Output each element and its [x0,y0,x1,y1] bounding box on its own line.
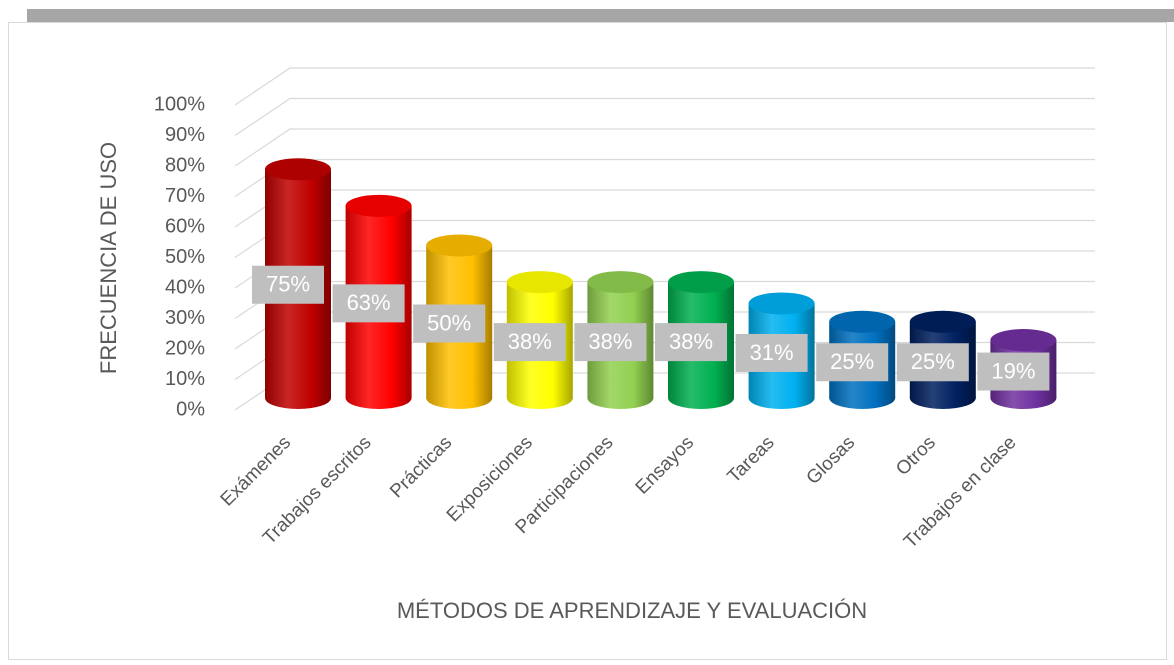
value-label-box [735,333,808,372]
bar-top [909,310,976,333]
value-label: 31% [750,340,794,365]
bar-top [587,271,654,294]
value-label: 63% [347,290,391,315]
bar-top [748,292,815,315]
grid-line [234,128,1095,167]
grid-line [234,67,1095,106]
value-label: 38% [508,329,552,354]
bar-top [506,271,573,294]
value-label-box [655,323,727,362]
y-tick-label: 40% [165,276,205,298]
y-tick-label: 90% [165,124,205,146]
y-tick-label: 0% [176,398,205,420]
top-bar [27,9,1174,22]
y-tick-label: 80% [165,154,205,176]
value-label: 38% [588,329,632,354]
value-label: 25% [830,349,874,374]
value-label-box [332,284,405,323]
y-tick-label: 50% [165,246,205,268]
bar-top [265,158,331,181]
y-tick-label: 60% [165,215,205,237]
value-label-box [252,265,324,304]
bar-top [668,271,734,294]
bar-top [345,194,412,217]
value-label-box [574,323,647,362]
y-tick-label: 30% [165,307,205,329]
value-label-box [896,343,969,382]
bar-top [990,329,1057,352]
value-label-box [413,304,486,343]
value-label: 19% [991,358,1035,383]
bar-top [426,234,493,257]
value-label-box [493,323,566,362]
bar-top [829,310,896,333]
value-label: 75% [266,272,310,297]
y-tick-label: 70% [165,185,205,207]
y-axis-title: FRECUENCIA DE USO [96,142,121,374]
y-tick-label: 100% [154,93,205,115]
value-label: 25% [911,349,955,374]
y-tick-label: 10% [165,368,205,390]
value-label-box [816,343,889,382]
x-axis-title: MÉTODOS DE APRENDIZAJE Y EVALUACIÓN [397,598,867,623]
y-tick-label: 20% [165,337,205,359]
value-label: 50% [427,310,471,335]
value-label-box [977,352,1050,391]
grid-line [234,97,1095,136]
value-label: 38% [669,329,713,354]
